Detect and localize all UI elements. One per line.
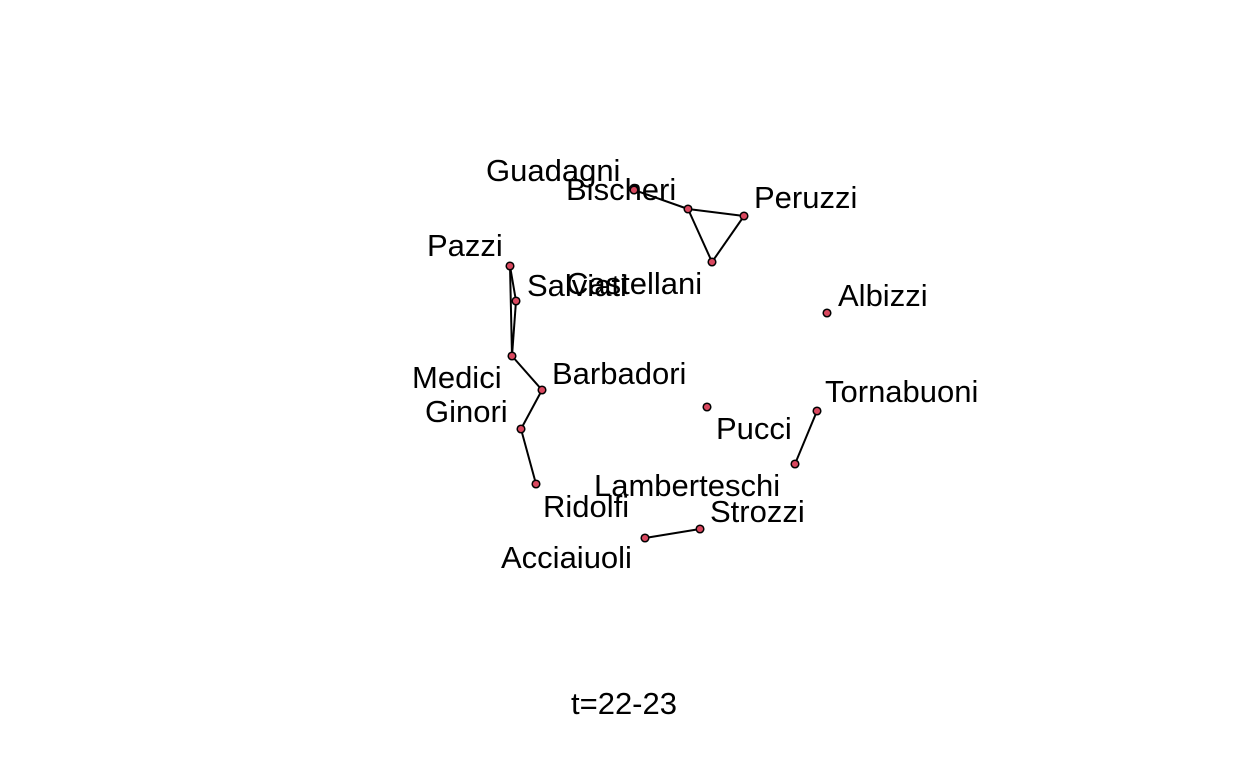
- node-label-pazzi: Pazzi: [427, 228, 503, 263]
- edge-guadagni-bischeri: [633, 189, 689, 210]
- node-label-tornabuoni: Tornabuoni: [825, 374, 978, 409]
- node-acciaiuoli: [640, 533, 650, 543]
- node-label-ginori: Ginori: [425, 394, 508, 429]
- edge-pazzi-medici: [509, 265, 513, 357]
- node-bischeri: [683, 204, 693, 214]
- node-label-salviati: Salviati: [527, 268, 627, 303]
- node-castellani: [707, 257, 717, 267]
- edge-strozzi-acciaiuoli: [644, 528, 701, 539]
- node-label-medici: Medici: [412, 360, 502, 395]
- node-label-ridolfi: Ridolfi: [543, 489, 629, 524]
- edge-salviati-medici: [511, 300, 517, 357]
- node-label-castellani: Castellani: [566, 266, 702, 301]
- node-label-strozzi: Strozzi: [710, 494, 805, 529]
- node-label-bischeri: Bischeri: [566, 172, 676, 207]
- edge-medici-barbadori: [511, 355, 543, 391]
- node-albizzi: [822, 308, 832, 318]
- nodes-layer: [505, 185, 832, 543]
- node-label-guadagni: Guadagni: [486, 153, 620, 188]
- node-label-barbadori: Barbadori: [552, 356, 686, 391]
- node-salviati: [511, 296, 521, 306]
- node-medici: [507, 351, 517, 361]
- edge-ginori-ridolfi: [520, 428, 537, 485]
- edge-bischeri-peruzzi: [687, 208, 745, 217]
- edge-peruzzi-castellani: [711, 215, 745, 263]
- node-label-lamberteschi: Lamberteschi: [594, 468, 780, 503]
- edge-bischeri-castellani: [687, 208, 713, 263]
- node-guadagni: [629, 185, 639, 195]
- node-ginori: [516, 424, 526, 434]
- node-lamberteschi: [790, 459, 800, 469]
- node-label-peruzzi: Peruzzi: [754, 180, 857, 215]
- node-pucci: [702, 402, 712, 412]
- edge-tornabuoni-lamberteschi: [794, 410, 818, 465]
- edge-barbadori-ginori: [520, 389, 543, 430]
- node-label-acciaiuoli: Acciaiuoli: [501, 540, 632, 575]
- node-strozzi: [695, 524, 705, 534]
- node-ridolfi: [531, 479, 541, 489]
- node-label-pucci: Pucci: [716, 411, 792, 446]
- node-barbadori: [537, 385, 547, 395]
- edges-layer: [509, 189, 818, 539]
- node-tornabuoni: [812, 406, 822, 416]
- node-pazzi: [505, 261, 515, 271]
- time-caption: t=22-23: [570, 686, 677, 721]
- node-label-albizzi: Albizzi: [838, 278, 928, 313]
- node-peruzzi: [739, 211, 749, 221]
